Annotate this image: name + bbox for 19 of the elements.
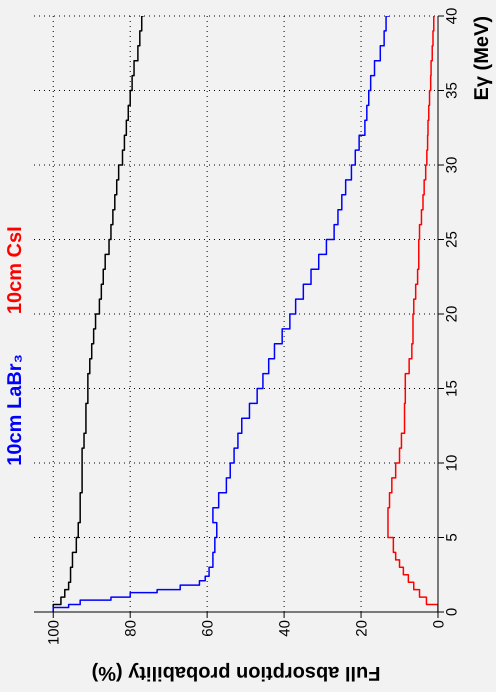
y-tick-label: 35 [444, 82, 461, 99]
y-axis-title: Eγ (MeV) [471, 16, 493, 100]
text: 10cm CsI [4, 226, 27, 314]
text: 10cm LaBr₃ [4, 354, 27, 466]
y-tick-label: 40 [444, 8, 461, 24]
y-tick-label: 25 [444, 231, 461, 248]
y-tick-label: 20 [444, 306, 461, 322]
x-tick-label: 80 [122, 620, 140, 637]
y-tick-label: 5 [444, 533, 461, 542]
y-tick-label: 30 [444, 156, 461, 174]
x-tick-label: 0 [430, 620, 448, 628]
y-tick-label: 10 [444, 454, 461, 472]
x-tick-label: 100 [46, 620, 63, 646]
x-tick-label: 20 [353, 620, 370, 637]
y-tick-label: 0 [444, 608, 461, 616]
x-tick-label: 40 [276, 620, 294, 637]
x-tick-label: 60 [199, 620, 216, 637]
y-tick-label: 15 [444, 380, 461, 397]
x-axis-title: Full absorption probability (%) [92, 662, 380, 684]
